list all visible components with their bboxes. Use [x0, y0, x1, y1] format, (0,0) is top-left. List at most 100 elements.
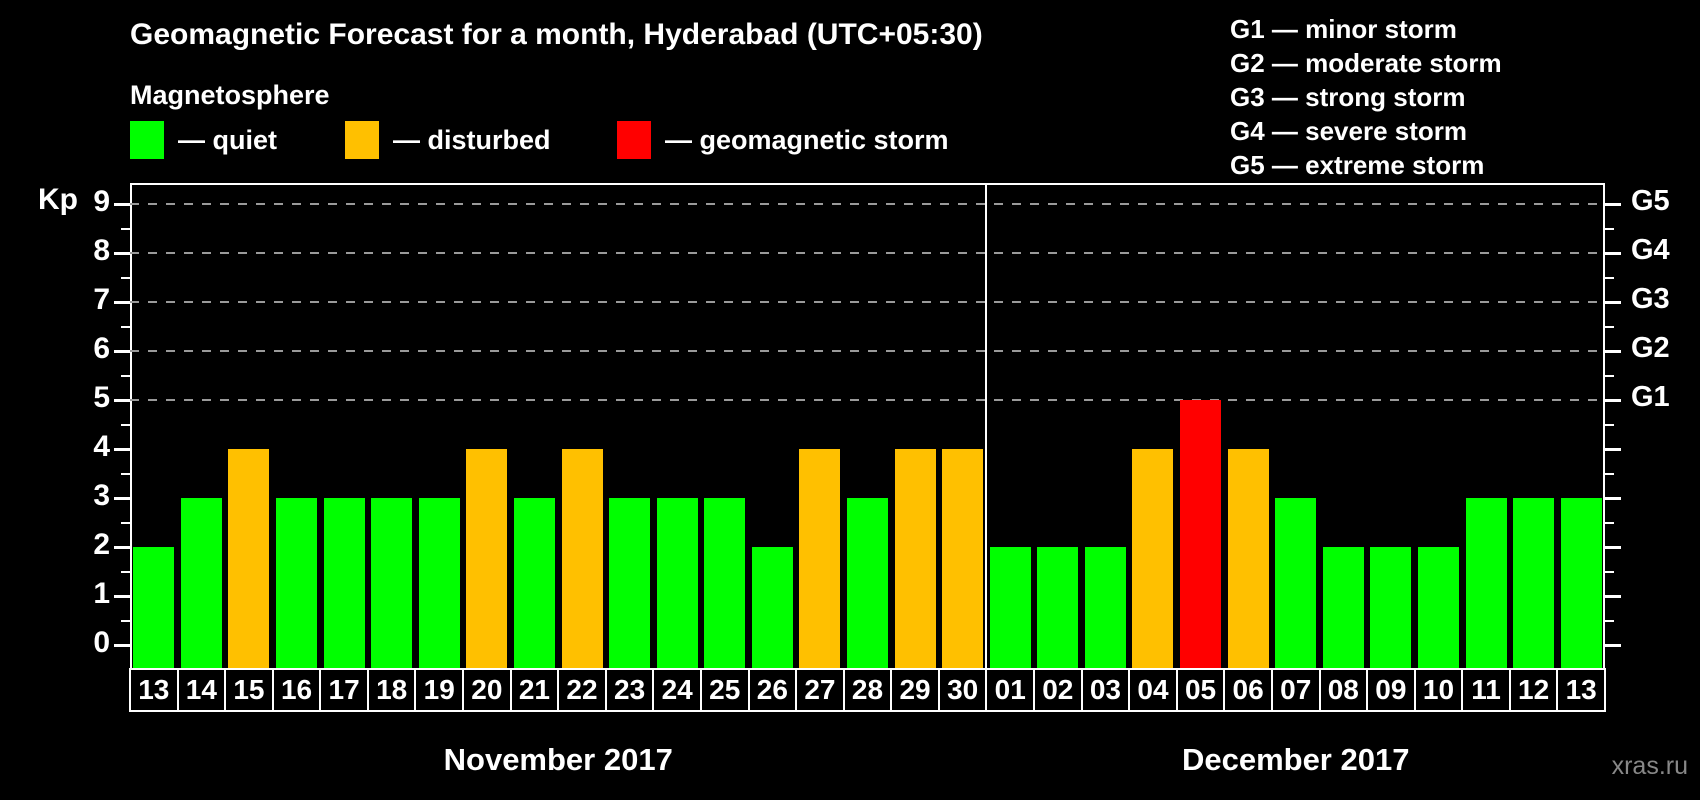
kp-bar-day-26 [751, 547, 793, 668]
day-label-01-dec: 01 [985, 668, 1036, 712]
right-axis-label-g2: G2 [1631, 332, 1670, 364]
right-axis-label-g4: G4 [1631, 234, 1670, 266]
kp-bar-day-22 [561, 449, 603, 668]
kp-bar-day-29 [894, 449, 936, 668]
plot-border-left [130, 183, 132, 668]
kp-bar-day-28 [847, 498, 888, 668]
storm-color-swatch [617, 121, 651, 159]
y-tick-left-2 [114, 546, 130, 549]
y-minortick-right-8 [1605, 227, 1614, 230]
kp-bar-day-01 [989, 547, 1031, 668]
y-tick-right-9 [1605, 203, 1621, 206]
y-minortick-left-4 [121, 423, 130, 426]
y-tick-right-8 [1605, 252, 1621, 255]
kp-bar-day-23 [609, 498, 651, 668]
plot-border-top [130, 183, 1605, 185]
kp-bar-day-24 [656, 498, 698, 668]
kp-bar-day-11 [1465, 498, 1507, 668]
y-tick-label-9: 9 [93, 185, 110, 218]
legend-item-storm: — geomagnetic storm [617, 120, 949, 160]
y-tick-left-0 [114, 644, 130, 647]
day-label-28-nov: 28 [842, 668, 893, 712]
day-label-23-nov: 23 [604, 668, 655, 712]
kp-bar-day-02 [1037, 547, 1079, 668]
day-label-17-nov: 17 [319, 668, 369, 712]
kp-bar-day-12 [1513, 498, 1555, 668]
y-tick-label-6: 6 [93, 332, 110, 365]
y-tick-label-0: 0 [93, 626, 110, 659]
kp-bar-day-25 [704, 498, 746, 668]
day-label-14-nov: 14 [176, 668, 227, 712]
right-axis-label-g5: G5 [1631, 185, 1670, 217]
kp-bar-day-21 [513, 498, 555, 668]
day-label-05-dec: 05 [1175, 668, 1226, 712]
g-scale-legend: G1 — minor storm G2 — moderate storm G3 … [1230, 12, 1502, 182]
kp-bar-chart: Kp 0 1 2 3 4 5 6 7 8 9 G1 G2 G3 G4 G5 [38, 183, 1670, 668]
day-label-20-nov: 20 [462, 668, 512, 712]
day-label-29-nov: 29 [890, 668, 940, 712]
y-minortick-left-2 [121, 521, 130, 524]
y-minortick-left-7 [121, 276, 130, 279]
y-tick-right-7 [1605, 301, 1621, 304]
magnetosphere-label: Magnetosphere [130, 80, 330, 110]
watermark: xras.ru [1611, 752, 1688, 780]
y-minortick-left-3 [121, 472, 130, 475]
y-axis-title: Kp [38, 183, 78, 216]
y-tick-left-3 [114, 497, 130, 500]
day-label-02-dec: 02 [1033, 668, 1083, 712]
gridline-kp5 [130, 399, 1605, 401]
kp-bar-day-30 [942, 449, 984, 668]
kp-bar-day-18 [371, 498, 413, 668]
y-minortick-left-5 [121, 374, 130, 377]
y-minortick-right-0 [1605, 619, 1614, 622]
day-label-11-dec: 11 [1461, 668, 1511, 712]
right-axis-label-g3: G3 [1631, 283, 1670, 315]
month-label-november: November 2017 [443, 742, 673, 777]
kp-bar-day-14 [180, 498, 222, 668]
y-tick-label-8: 8 [93, 234, 110, 267]
y-tick-right-1 [1605, 595, 1621, 598]
y-tick-right-4 [1605, 448, 1621, 451]
legend-item-quiet: — quiet [130, 120, 277, 160]
kp-bar-day-06 [1227, 449, 1269, 668]
kp-bar-day-03 [1084, 547, 1126, 668]
right-axis-label-g1: G1 [1631, 381, 1670, 413]
y-minortick-right-2 [1605, 521, 1614, 524]
y-tick-right-0 [1605, 644, 1621, 647]
day-label-16-nov: 16 [271, 668, 322, 712]
month-separator-line [985, 183, 988, 668]
day-label-26-nov: 26 [747, 668, 798, 712]
kp-bar-day-16 [276, 498, 318, 668]
day-label-27-nov: 27 [795, 668, 845, 712]
plot-border-right [1603, 183, 1605, 668]
y-tick-label-5: 5 [93, 381, 110, 414]
day-label-04-dec: 04 [1128, 668, 1178, 712]
gridline-kp9 [130, 203, 1605, 205]
kp-bar-day-13 [133, 547, 175, 668]
kp-bar-day-09 [1370, 547, 1412, 668]
y-tick-right-6 [1605, 350, 1621, 353]
kp-bar-day-10 [1417, 547, 1459, 668]
quiet-color-swatch [130, 121, 164, 159]
day-label-22-nov: 22 [557, 668, 607, 712]
y-tick-label-7: 7 [93, 283, 110, 316]
gridline-kp6 [130, 350, 1605, 352]
y-tick-label-2: 2 [93, 528, 110, 561]
day-label-24-nov: 24 [652, 668, 702, 712]
y-tick-left-6 [114, 350, 130, 353]
kp-bar-day-17 [323, 498, 365, 668]
y-tick-right-2 [1605, 546, 1621, 549]
kp-bar-day-05 [1180, 400, 1222, 668]
y-minortick-right-4 [1605, 423, 1614, 426]
y-minortick-left-8 [121, 227, 130, 230]
day-label-13-nov: 13 [129, 668, 179, 712]
y-tick-left-8 [114, 252, 130, 255]
y-tick-right-3 [1605, 497, 1621, 500]
legend-label-storm: — geomagnetic storm [665, 124, 949, 155]
page-title: Geomagnetic Forecast for a month, Hydera… [130, 18, 983, 51]
kp-bar-day-15 [228, 449, 270, 668]
day-label-15-nov: 15 [224, 668, 274, 712]
g4-legend-line: G4 — severe storm [1230, 116, 1468, 146]
gridline-kp7 [130, 301, 1605, 303]
gridline-kp8 [130, 252, 1605, 254]
